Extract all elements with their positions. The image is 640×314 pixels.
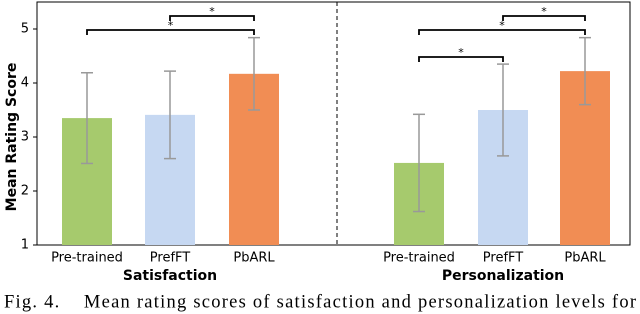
significance-bracket: [418, 56, 504, 62]
error-bar: [579, 36, 591, 106]
x-tick-label: PrefFT: [150, 251, 190, 266]
y-tick-label: 5: [21, 22, 29, 37]
error-bar: [497, 63, 509, 157]
x-tick-label: Pre-trained: [383, 251, 455, 266]
error-bar: [413, 113, 425, 213]
significance-label: *: [499, 19, 505, 32]
y-axis-label: Mean Rating Score: [4, 63, 20, 212]
significance-label: *: [168, 19, 174, 32]
significance-bracket: [418, 29, 586, 35]
significance-bracket: [169, 15, 255, 21]
y-tick-label: 3: [21, 130, 29, 145]
plot-frame: [36, 1, 631, 246]
error-bar: [164, 70, 176, 160]
x-tick-label: PbARL: [233, 251, 275, 266]
group-label: Personalization: [442, 268, 564, 284]
y-tick-label: 4: [21, 76, 29, 91]
significance-label: *: [541, 5, 547, 18]
significance-label: *: [209, 5, 215, 18]
group-label: Satisfaction: [123, 268, 217, 284]
x-tick-label: Pre-trained: [51, 251, 123, 266]
y-tick-label: 1: [21, 238, 29, 253]
error-bar: [248, 36, 260, 111]
x-tick-label: PrefFT: [483, 251, 523, 266]
y-tick-label: 2: [21, 184, 29, 199]
x-tick-label: PbARL: [564, 251, 606, 266]
significance-bracket: [502, 15, 586, 21]
significance-bracket: [86, 29, 255, 35]
error-bar: [81, 71, 93, 165]
caption: Fig. 4. Mean rating scores of satisfacti…: [4, 292, 636, 312]
significance-label: *: [458, 46, 464, 59]
